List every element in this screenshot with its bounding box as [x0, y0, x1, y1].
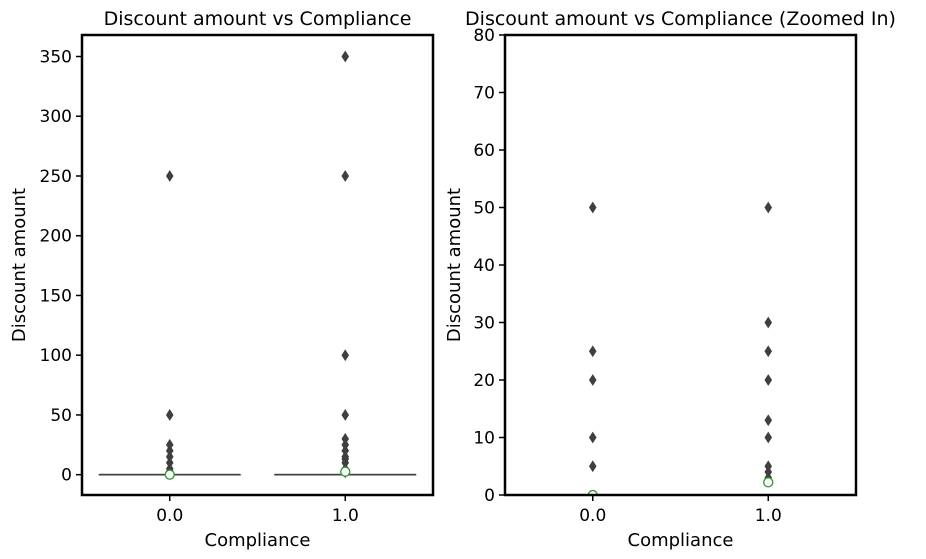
y-tick-label: 250	[40, 167, 72, 187]
chart-panel-2: Discount amount vs Compliance (Zoomed In…	[444, 8, 896, 551]
y-tick-label: 10	[473, 429, 495, 449]
outlier-point	[341, 444, 350, 457]
outlier-point	[165, 438, 174, 451]
outlier-point	[165, 170, 174, 182]
outlier-point	[588, 345, 597, 358]
outlier-point	[165, 444, 174, 457]
chart-title: Discount amount vs Compliance (Zoomed In…	[465, 8, 896, 30]
y-tick-label: 20	[473, 371, 495, 391]
outlier-point	[764, 460, 773, 473]
y-tick-label: 40	[473, 256, 495, 276]
outlier-point	[764, 345, 773, 358]
y-tick-label: 50	[473, 199, 495, 219]
outlier-point	[341, 432, 350, 445]
x-axis-label: Compliance	[628, 530, 734, 551]
outlier-point	[764, 201, 773, 214]
outlier-point	[341, 50, 350, 63]
outlier-point	[165, 456, 174, 469]
box-1.0	[274, 50, 417, 479]
y-tick-label: 350	[40, 48, 72, 68]
outlier-point	[588, 201, 597, 214]
outlier-point	[165, 409, 174, 421]
y-tick-label: 150	[40, 286, 72, 306]
x-tick-label: 0.0	[156, 506, 183, 526]
outlier-point	[341, 409, 350, 421]
x-axis-label: Compliance	[205, 530, 311, 551]
outlier-point	[341, 450, 350, 463]
outlier-point	[165, 450, 174, 463]
y-tick-label: 80	[473, 26, 495, 46]
y-tick-label: 30	[473, 314, 495, 334]
outlier-point	[588, 431, 597, 444]
mean-marker	[164, 469, 175, 480]
y-tick-label: 300	[40, 107, 72, 127]
box-0.0	[521, 201, 664, 495]
outlier-point	[764, 316, 773, 329]
y-tick-label: 200	[40, 227, 72, 247]
mean-marker	[763, 477, 774, 488]
chart-panel-1: Discount amount vs Compliance 0 50 100 150 20…	[9, 8, 435, 551]
y-tick-label: 70	[473, 84, 495, 104]
y-axis-label: Discount amount	[444, 188, 465, 342]
outlier-point	[341, 349, 350, 362]
y-tick-label: 100	[40, 346, 72, 366]
y-axis-label: Discount amount	[9, 188, 30, 342]
chart-title: Discount amount vs Compliance	[104, 8, 412, 30]
outlier-point	[764, 414, 773, 427]
y-tick-label: 0	[484, 486, 495, 506]
outlier-point	[588, 374, 597, 386]
y-tick-label: 50	[50, 406, 72, 426]
outlier-point	[341, 438, 350, 451]
outlier-point	[764, 431, 773, 444]
x-tick-label: 0.0	[579, 506, 606, 526]
y-tick-label: 60	[473, 141, 495, 161]
plot-area	[521, 201, 840, 495]
plot-frame	[503, 33, 858, 497]
x-tick-label: 1.0	[332, 506, 359, 526]
outlier-point	[764, 374, 773, 386]
outlier-point	[588, 460, 597, 473]
outlier-point	[341, 170, 350, 182]
plot-frame	[80, 33, 435, 497]
mean-marker	[340, 466, 351, 477]
y-tick-label: 0	[61, 466, 72, 486]
x-tick-label: 1.0	[755, 506, 782, 526]
plot-area	[98, 50, 417, 480]
box-1.0	[697, 201, 840, 495]
box-0.0	[98, 170, 241, 480]
